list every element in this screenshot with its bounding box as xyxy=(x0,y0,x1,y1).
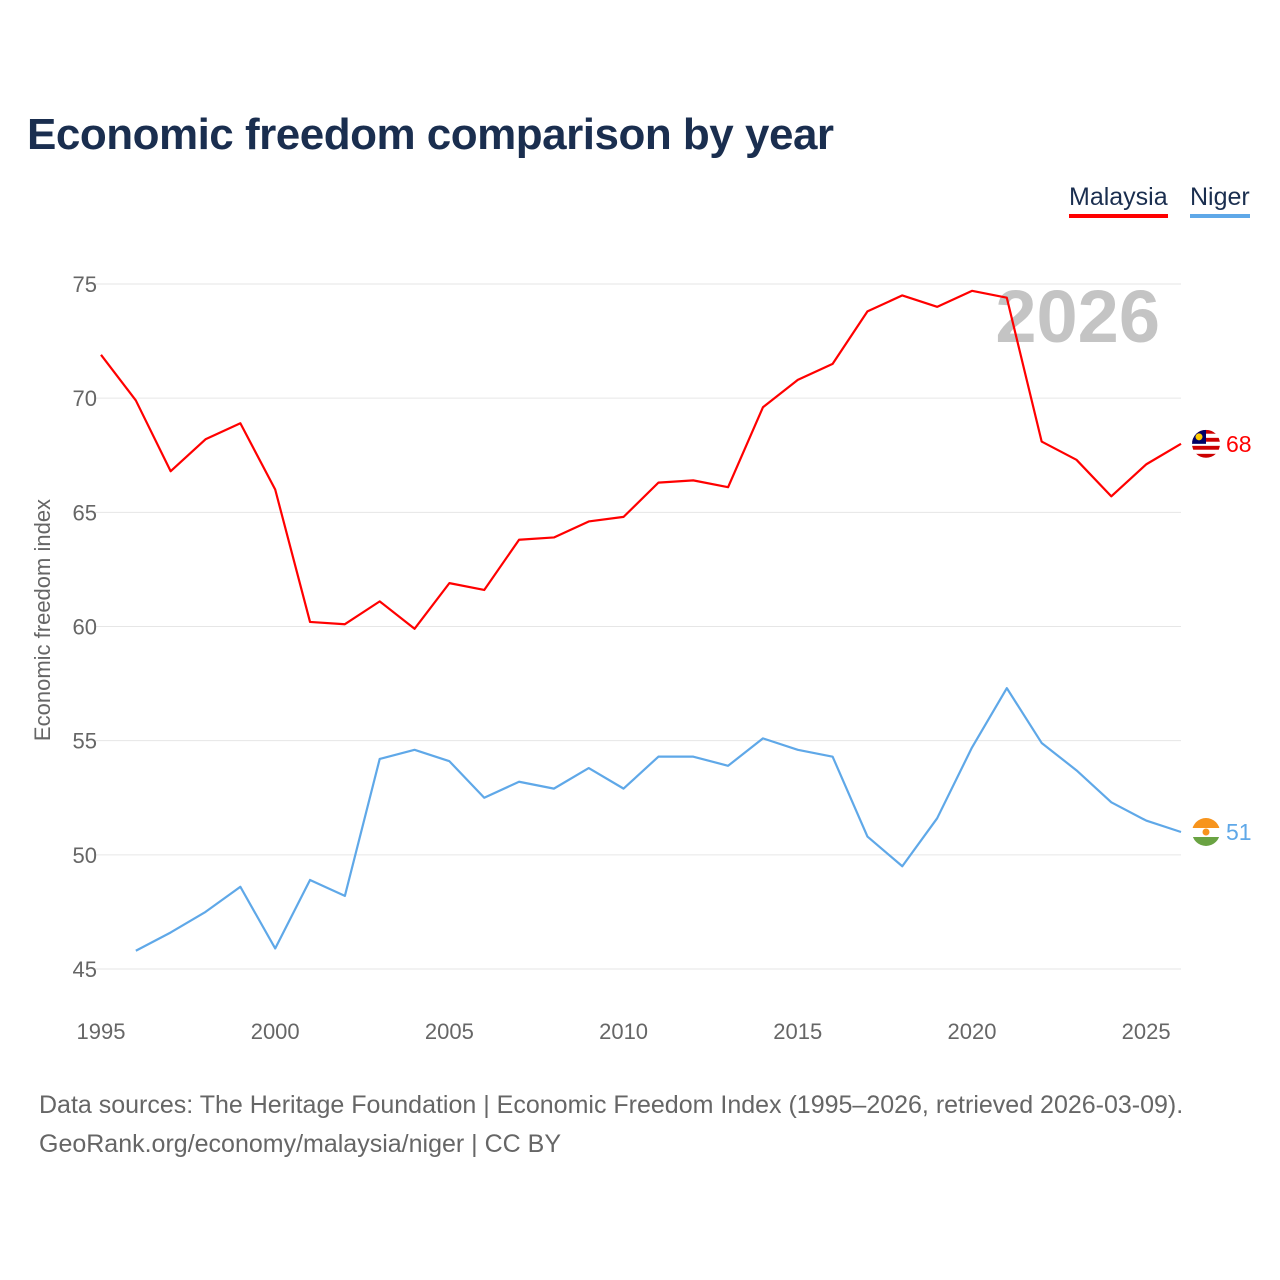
y-tick-label: 60 xyxy=(73,615,97,640)
series-line-malaysia xyxy=(100,289,1182,630)
y-axis-label: Economic freedom index xyxy=(30,499,55,741)
y-tick-label: 75 xyxy=(73,272,97,297)
flag-malaysia-icon xyxy=(1192,429,1220,458)
source-note: Data sources: The Heritage Foundation | … xyxy=(39,1086,1183,1164)
x-tick-label: 2015 xyxy=(773,1019,822,1044)
legend-niger[interactable]: Niger xyxy=(1190,183,1250,218)
series-line-niger xyxy=(135,687,1182,952)
y-axis-ticks: 45 50 55 60 65 70 75 xyxy=(73,272,97,982)
y-tick-label: 55 xyxy=(73,729,97,754)
legend-malaysia[interactable]: Malaysia xyxy=(1069,183,1168,218)
year-watermark: 2026 xyxy=(995,275,1160,358)
x-tick-label: 2000 xyxy=(251,1019,300,1044)
x-tick-label: 2025 xyxy=(1122,1019,1171,1044)
y-tick-label: 65 xyxy=(73,500,97,525)
end-markers: 68 51 xyxy=(1192,429,1252,846)
x-tick-label: 2020 xyxy=(947,1019,996,1044)
x-tick-label: 2010 xyxy=(599,1019,648,1044)
y-tick-label: 70 xyxy=(73,386,97,411)
x-axis-ticks: 1995 2000 2005 2010 2015 2020 2025 xyxy=(77,1019,1171,1044)
end-label-niger: 51 xyxy=(1226,819,1252,845)
flag-niger-icon xyxy=(1192,818,1220,846)
end-label-malaysia: 68 xyxy=(1226,431,1252,457)
y-tick-label: 45 xyxy=(73,957,97,982)
source-line-2: GeoRank.org/economy/malaysia/niger | CC … xyxy=(39,1130,561,1158)
grid-lines xyxy=(95,283,1181,970)
source-line-1: Data sources: The Heritage Foundation | … xyxy=(39,1091,1184,1119)
x-tick-label: 1995 xyxy=(77,1019,126,1044)
chart-title: Economic freedom comparison by year xyxy=(27,110,834,159)
y-tick-label: 50 xyxy=(73,843,97,868)
series-lines xyxy=(100,289,1182,952)
x-tick-label: 2005 xyxy=(425,1019,474,1044)
